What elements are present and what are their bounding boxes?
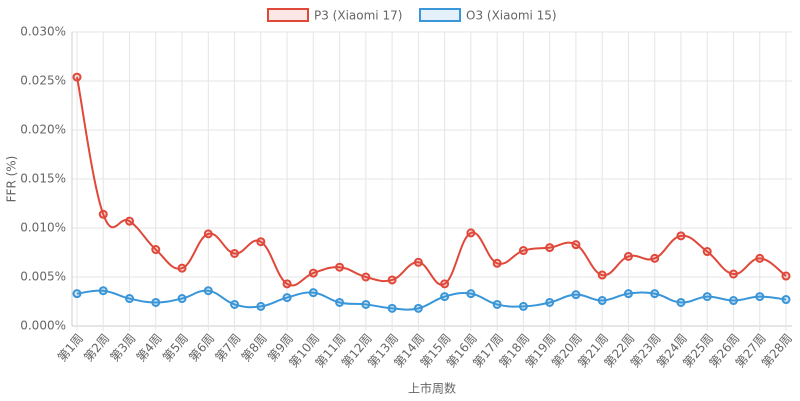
data-point [755, 292, 765, 302]
data-point [597, 270, 607, 280]
x-tick-label: 第1周 [55, 331, 86, 364]
data-point [177, 294, 187, 304]
x-tick-label: 第8周 [239, 331, 270, 364]
data-point [492, 299, 502, 309]
x-axis-title: 上市周数 [408, 381, 456, 396]
x-tick-label: 第3周 [107, 331, 138, 364]
data-point [518, 301, 528, 311]
data-point [413, 257, 423, 267]
x-tick-label: 第5周 [160, 331, 191, 364]
y-tick-label: 0.000% [20, 319, 66, 333]
data-point [728, 269, 738, 279]
data-point [413, 303, 423, 313]
series-line [76, 76, 787, 287]
x-tick-label: 第6周 [186, 331, 217, 364]
x-tick-label: 第7周 [212, 331, 243, 364]
data-point [597, 296, 607, 306]
data-point [387, 303, 397, 313]
data-point [492, 258, 502, 268]
y-tick-label: 0.015% [20, 172, 66, 186]
data-point [623, 289, 633, 299]
legend-label: P3 (Xiaomi 17) [314, 9, 402, 23]
data-point [230, 299, 240, 309]
data-point [361, 299, 371, 309]
data-point [650, 253, 660, 263]
data-point [571, 240, 581, 250]
data-point [728, 296, 738, 306]
y-tick-label: 0.030% [20, 25, 66, 39]
x-tick-label: 第4周 [134, 331, 165, 364]
data-point [571, 290, 581, 300]
y-tick-label: 0.025% [20, 74, 66, 88]
data-point [623, 251, 633, 261]
data-point [308, 268, 318, 278]
data-point [203, 286, 213, 296]
data-point [335, 297, 345, 307]
data-point [702, 247, 712, 257]
data-point [440, 292, 450, 302]
y-tick-label: 0.005% [20, 270, 66, 284]
data-point [125, 216, 135, 226]
legend-swatch [267, 8, 309, 22]
data-point [335, 262, 345, 272]
data-point [676, 297, 686, 307]
data-point [676, 231, 686, 241]
data-point [151, 297, 161, 307]
data-point [125, 294, 135, 304]
data-point [98, 209, 108, 219]
data-point [282, 293, 292, 303]
data-point [545, 243, 555, 253]
data-point [518, 246, 528, 256]
data-point [151, 245, 161, 255]
data-point [781, 271, 791, 281]
data-point [466, 289, 476, 299]
data-point [203, 229, 213, 239]
data-point [72, 72, 82, 82]
data-point [72, 289, 82, 299]
data-point [282, 279, 292, 289]
y-tick-label: 0.020% [20, 123, 66, 137]
data-point [387, 275, 397, 285]
data-point [177, 263, 187, 273]
x-tick-label: 第2周 [81, 331, 112, 364]
data-point [98, 286, 108, 296]
data-point [650, 289, 660, 299]
data-point [755, 253, 765, 263]
legend-label: O3 (Xiaomi 15) [466, 9, 557, 23]
data-point [466, 228, 476, 238]
data-point [781, 295, 791, 305]
data-point [545, 297, 555, 307]
data-point [256, 237, 266, 247]
data-point [361, 272, 371, 282]
y-tick-label: 0.010% [20, 221, 66, 235]
legend-swatch [419, 8, 461, 22]
series-line [76, 289, 787, 311]
data-point [702, 292, 712, 302]
data-point [440, 279, 450, 289]
data-point [256, 301, 266, 311]
y-axis-title: FFR (%) [5, 156, 19, 203]
data-point [230, 248, 240, 258]
data-point [308, 288, 318, 298]
